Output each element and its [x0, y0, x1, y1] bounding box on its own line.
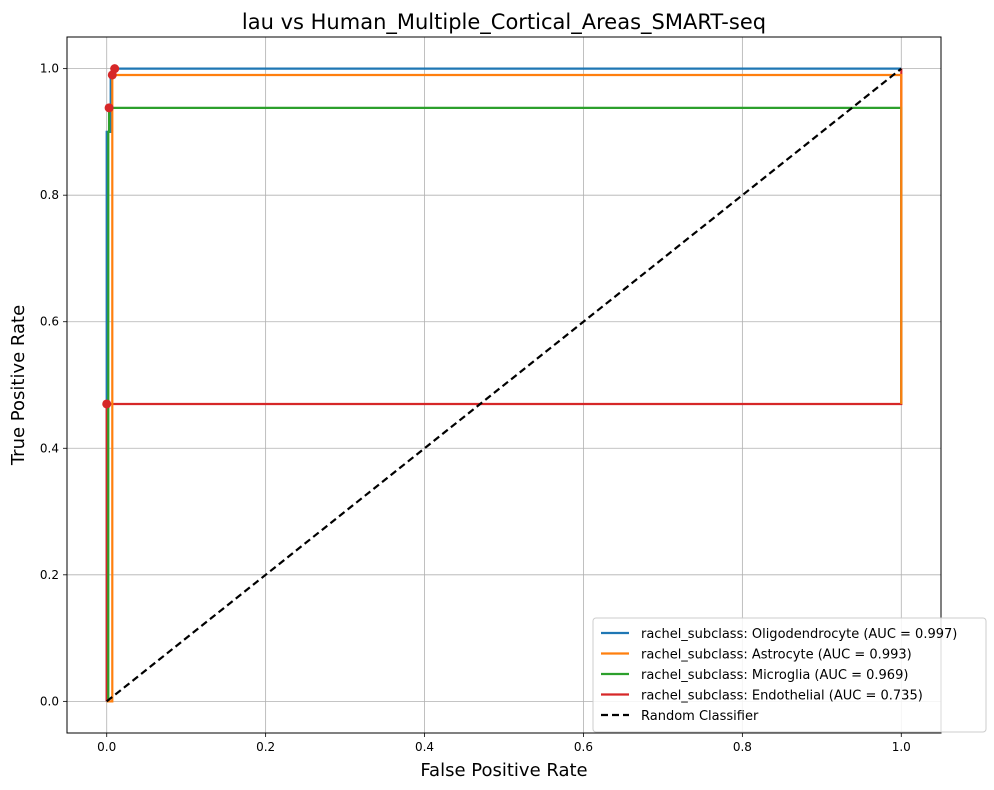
y-tick-label: 0.6 — [40, 315, 59, 329]
y-tick-label: 1.0 — [40, 62, 59, 76]
series-lines — [105, 67, 903, 703]
y-tick-label: 0.0 — [40, 694, 59, 708]
legend-label: rachel_subclass: Oligodendrocyte (AUC = … — [641, 627, 957, 642]
legend-label: rachel_subclass: Endothelial (AUC = 0.73… — [641, 689, 923, 704]
random-classifier-line — [106, 67, 902, 703]
y-tick-label: 0.8 — [40, 188, 59, 202]
x-tick-label: 0.2 — [256, 740, 275, 754]
y-axis-title: True Positive Rate — [8, 305, 29, 466]
x-axis-title: False Positive Rate — [420, 760, 587, 781]
x-tick-label: 0.4 — [415, 740, 434, 754]
plot-area-frame — [66, 36, 942, 734]
roc-series-line — [105, 67, 902, 702]
optimal-threshold-point — [102, 399, 112, 409]
x-tick-label: 1.0 — [892, 740, 911, 754]
legend-label: Random Classifier — [641, 709, 759, 724]
optimal-points — [102, 64, 120, 409]
y-tick-label: 0.4 — [40, 441, 59, 455]
x-tick-label: 0.0 — [97, 740, 116, 754]
y-tick-label: 0.2 — [40, 568, 59, 582]
legend-label: rachel_subclass: Astrocyte (AUC = 0.993) — [641, 648, 912, 663]
chart-title: lau vs Human_Multiple_Cortical_Areas_SMA… — [242, 10, 766, 35]
optimal-threshold-point — [104, 103, 114, 113]
x-tick-label: 0.6 — [574, 740, 593, 754]
optimal-threshold-point — [107, 70, 117, 80]
x-tick-label: 0.8 — [733, 740, 752, 754]
grid-lines — [67, 37, 941, 733]
legend: rachel_subclass: Oligodendrocyte (AUC = … — [592, 617, 987, 733]
legend-label: rachel_subclass: Microglia (AUC = 0.969) — [641, 668, 908, 683]
legend-box — [592, 617, 987, 733]
axis-ticks: 0.0 0.2 0.4 0.6 0.8 1.0 0.0 0.2 0.4 0.6 0.8 1.0 — [40, 62, 911, 754]
